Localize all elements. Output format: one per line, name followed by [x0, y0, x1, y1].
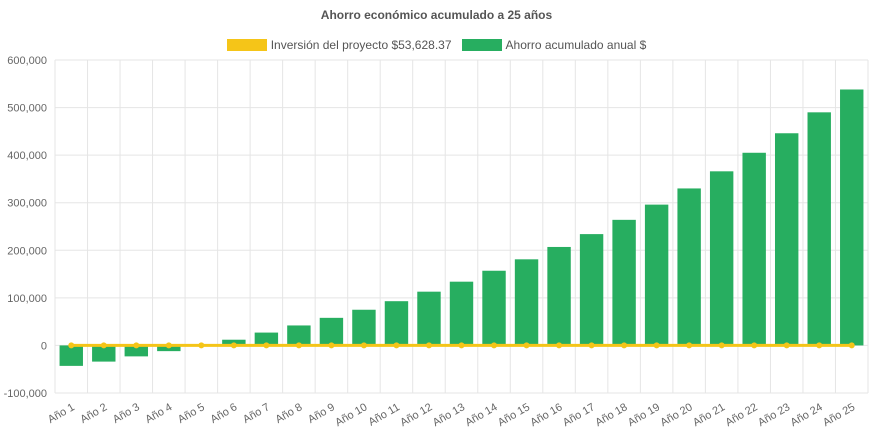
bar: [124, 345, 149, 357]
investment-point: [68, 342, 75, 349]
y-tick-label: 0: [41, 340, 47, 352]
investment-point: [686, 342, 693, 349]
investment-point: [198, 342, 205, 349]
bar: [287, 325, 311, 346]
x-tick-label: Año 7: [241, 401, 272, 426]
investment-point: [100, 342, 107, 349]
bar: [677, 188, 701, 346]
bar: [449, 281, 474, 346]
bar: [384, 301, 409, 346]
x-tick-label: Año 21: [691, 401, 727, 429]
x-tick-label: Año 17: [561, 401, 597, 429]
investment-point: [393, 342, 400, 349]
x-tick-label: Año 16: [528, 401, 564, 429]
bar: [417, 291, 441, 346]
investment-point: [556, 342, 563, 349]
bar: [319, 317, 344, 346]
x-tick-label: Año 10: [333, 401, 369, 429]
investment-point: [458, 342, 465, 349]
x-tick-label: Año 15: [496, 401, 532, 429]
bar: [774, 133, 799, 346]
bar: [644, 204, 669, 346]
x-tick-label: Año 2: [78, 401, 109, 426]
investment-point: [653, 342, 660, 349]
bar: [709, 171, 734, 346]
x-tick-label: Año 11: [366, 401, 401, 428]
x-tick-label: Año 25: [821, 401, 857, 429]
x-tick-label: Año 13: [431, 401, 467, 429]
legend-label-investment: Inversión del proyecto $53,628.37: [270, 38, 452, 52]
investment-point: [816, 342, 823, 349]
investment-point: [523, 342, 530, 349]
bar: [482, 270, 506, 346]
bar: [59, 345, 83, 366]
investment-point: [328, 342, 335, 349]
x-tick-label: Año 6: [208, 401, 239, 426]
x-tick-label: Año 19: [626, 401, 662, 429]
y-tick-label: 200,000: [7, 245, 47, 257]
investment-point: [263, 342, 270, 349]
investment-point: [751, 342, 758, 349]
x-tick-label: Año 18: [593, 401, 629, 429]
investment-point: [783, 342, 790, 349]
investment-point: [621, 342, 628, 349]
bar: [807, 112, 831, 346]
legend-swatch-investment: [226, 39, 267, 51]
x-tick-label: Año 23: [756, 401, 792, 429]
x-tick-label: Año 14: [463, 401, 499, 429]
investment-point: [718, 342, 725, 349]
bar: [92, 345, 116, 362]
legend-item-savings[interactable]: Ahorro acumulado anual $: [461, 38, 647, 52]
x-tick-label: Año 12: [398, 401, 434, 429]
bar: [742, 152, 766, 346]
bar: [254, 332, 279, 346]
bar: [840, 89, 864, 346]
bar: [514, 259, 539, 346]
chart-title: Ahorro económico acumulado a 25 años: [320, 8, 553, 22]
bar: [352, 309, 376, 346]
legend-item-investment[interactable]: Inversión del proyecto $53,628.37: [226, 38, 452, 52]
x-tick-label: Año 22: [723, 401, 759, 429]
y-tick-label: 400,000: [7, 150, 47, 162]
investment-point: [588, 342, 595, 349]
y-tick-label: 300,000: [7, 198, 47, 210]
y-tick-label: -100,000: [4, 388, 47, 400]
y-tick-label: 100,000: [7, 293, 47, 305]
x-tick-label: Año 4: [143, 401, 174, 426]
legend-swatch-savings: [461, 39, 502, 51]
chart-legend: Inversión del proyecto $53,628.37 Ahorro…: [0, 38, 873, 52]
x-tick-label: Año 9: [306, 401, 337, 426]
investment-point: [295, 342, 302, 349]
bar: [579, 234, 604, 346]
x-tick-label: Año 20: [658, 401, 694, 429]
legend-label-savings: Ahorro acumulado anual $: [505, 38, 647, 52]
investment-point: [360, 342, 367, 349]
investment-point: [230, 342, 237, 349]
y-tick-label: 600,000: [7, 55, 47, 67]
investment-point: [425, 342, 432, 349]
bar: [612, 219, 636, 346]
x-tick-label: Año 24: [789, 401, 825, 429]
x-tick-label: Año 3: [111, 401, 142, 426]
investment-point: [848, 342, 855, 349]
x-tick-label: Año 1: [46, 401, 77, 426]
investment-point: [133, 342, 140, 349]
x-tick-label: Año 5: [176, 401, 207, 426]
investment-point: [165, 342, 172, 349]
x-tick-label: Año 8: [274, 401, 305, 426]
investment-point: [491, 342, 498, 349]
y-tick-label: 500,000: [7, 103, 47, 115]
bar: [547, 246, 571, 346]
